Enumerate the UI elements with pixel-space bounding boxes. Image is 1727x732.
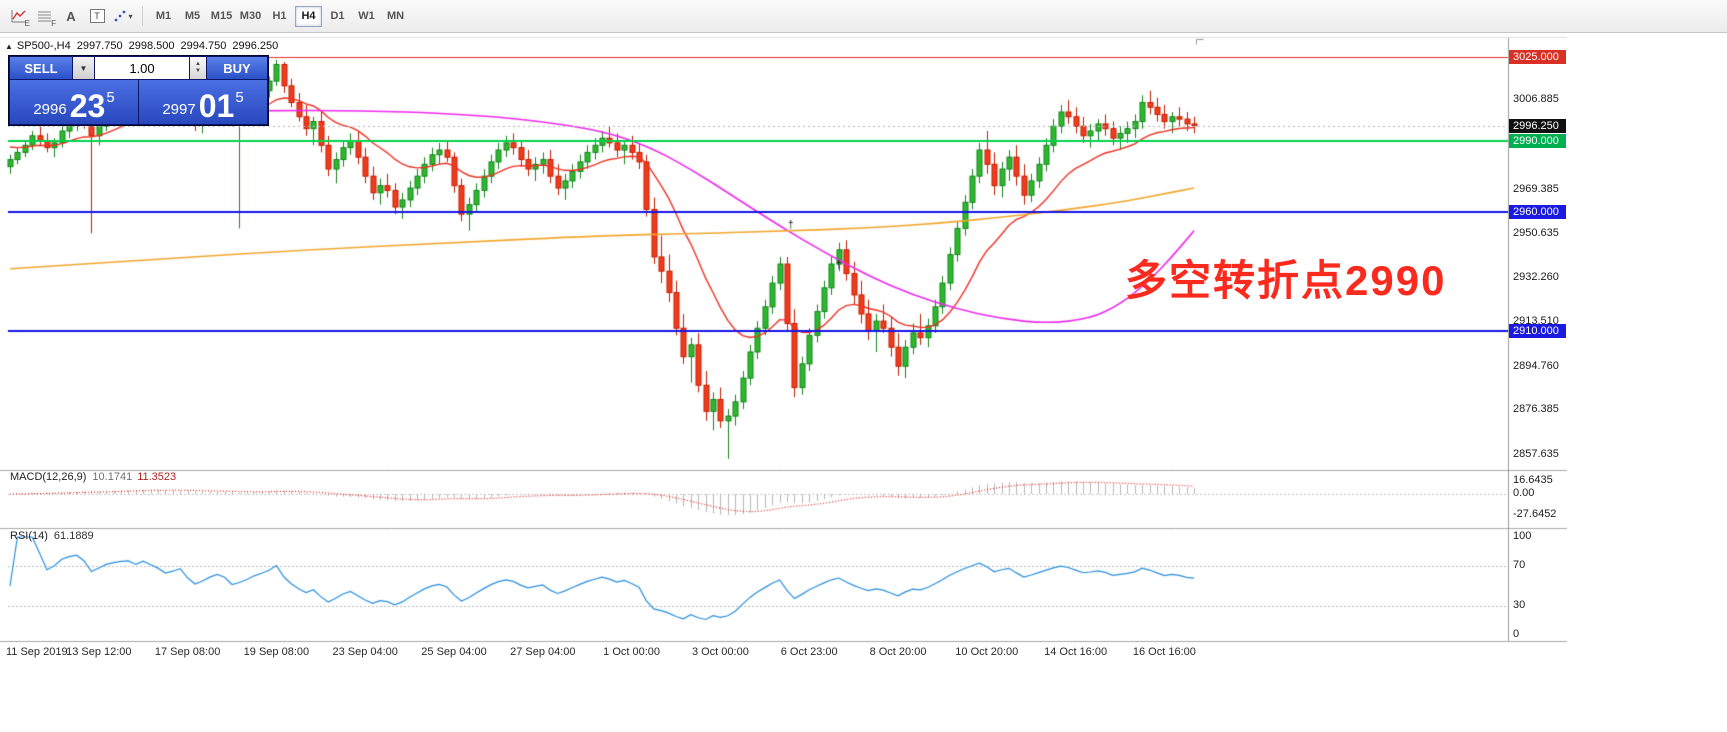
price-scale-label: 2894.760 [1513, 359, 1559, 372]
top-toolbar: E F A T ▾ M1 M5 M15 M30 H1 H4 D1 W1 MN [0, 0, 1727, 33]
ohlc-close: 2996.250 [232, 40, 279, 52]
macd-signal-value: 11.3523 [137, 471, 177, 483]
sell-price-prefix: 2996 [33, 101, 67, 118]
timeframe-mn[interactable]: MN [386, 10, 405, 22]
grid-levels-icon[interactable]: F [33, 4, 57, 28]
volume-step-up-icon[interactable]: ▲ [195, 61, 201, 67]
macd-main-value: 10.1741 [92, 471, 133, 483]
time-axis-label: 25 Sep 04:00 [421, 646, 487, 658]
volume-input[interactable] [95, 57, 189, 79]
indicators-icon-sub: E [24, 19, 30, 28]
price-badge-2996.250: 2996.250 [1509, 118, 1566, 133]
rsi-scale-label: 30 [1513, 598, 1526, 611]
chart-annotation-text[interactable]: 多空转折点2990 [1125, 257, 1447, 304]
one-click-top-row: SELL ▼ ▲ ▼ BUY [9, 56, 268, 79]
buy-price-prefix: 2997 [162, 101, 196, 118]
label-tool-glyph: T [89, 9, 105, 23]
rsi-scale-label: 0 [1513, 628, 1520, 640]
time-axis-label: 13 Sep 12:00 [66, 646, 132, 658]
timeframe-m30[interactable]: M30 [239, 10, 262, 22]
sell-price-point: 5 [106, 89, 115, 106]
ohlc-open: 2997.750 [76, 40, 123, 52]
macd-scale-label: 16.6435 [1513, 474, 1553, 487]
symbol-name: SP500-,H4 [16, 40, 71, 52]
time-axis-label: 11 Sep 2019 [6, 646, 68, 658]
macd-name: MACD(12,26,9) [10, 471, 87, 483]
price-scale-label: 2969.385 [1513, 182, 1559, 195]
sell-button[interactable]: SELL [10, 57, 72, 79]
toolbar-separator [142, 6, 143, 26]
price-badge-2990.000: 2990.000 [1509, 133, 1566, 148]
timeframe-m15[interactable]: M15 [210, 10, 233, 22]
one-click-price-row: 2996 23 5 2997 01 5 [9, 79, 268, 125]
timeframe-m5[interactable]: M5 [184, 10, 201, 22]
grid-icon-sub: F [51, 19, 56, 28]
volume-dropdown-button[interactable]: ▼ [73, 57, 94, 79]
rsi-label: RSI(14) 61.1889 [10, 530, 94, 542]
buy-price-point: 5 [235, 89, 244, 106]
timeframe-h4[interactable]: H4 [295, 5, 322, 27]
timeframe-d1[interactable]: D1 [330, 10, 345, 22]
price-scale-label: 3006.885 [1513, 93, 1559, 106]
sell-price-display[interactable]: 2996 23 5 [10, 80, 138, 124]
time-axis-label: 3 Oct 00:00 [691, 646, 749, 658]
sell-price-pips: 23 [69, 88, 106, 124]
time-axis-label: 17 Sep 08:00 [154, 646, 221, 658]
cycle-lines-icon[interactable]: ▾ [111, 4, 135, 28]
timeframe-toolbar: M1 M5 M15 M30 H1 H4 D1 W1 MN [149, 5, 410, 27]
buy-price-pips: 01 [198, 88, 235, 124]
time-axis-label: 16 Oct 16:00 [1132, 646, 1196, 658]
price-scale-label: 2950.635 [1513, 227, 1559, 240]
price-scale-label: 2857.635 [1513, 447, 1559, 460]
text-tool-icon[interactable]: A [66, 8, 76, 24]
cycle-lines-caret: ▾ [128, 11, 133, 21]
rsi-name: RSI(14) [10, 530, 48, 542]
timeframe-w1[interactable]: W1 [358, 10, 375, 22]
timeframe-h1[interactable]: H1 [272, 10, 287, 22]
volume-step-down-icon[interactable]: ▼ [195, 68, 201, 74]
macd-scale-label: 0.00 [1513, 487, 1535, 499]
ohlc-low: 2994.750 [180, 40, 227, 52]
time-axis-label: 1 Oct 00:00 [603, 646, 661, 658]
volume-stepper[interactable]: ▲ ▼ [190, 57, 206, 79]
price-badge-3025.000: 3025.000 [1509, 50, 1566, 65]
oneclick-collapse-arrow[interactable]: ▲ [5, 42, 13, 51]
price-badge-2960.000: 2960.000 [1509, 204, 1566, 219]
buy-price-display[interactable]: 2997 01 5 [139, 80, 267, 124]
time-axis-label: 6 Oct 23:00 [780, 646, 838, 658]
time-axis-label: 23 Sep 04:00 [332, 646, 398, 658]
time-axis-label: 27 Sep 04:00 [510, 646, 576, 658]
rsi-scale-label: 70 [1513, 559, 1526, 572]
timeframe-m1[interactable]: M1 [155, 10, 172, 22]
ohlc-high: 2998.500 [128, 40, 175, 52]
rsi-value: 61.1889 [53, 530, 94, 542]
price-badge-2910.000: 2910.000 [1509, 323, 1566, 338]
time-axis-label: 8 Oct 20:00 [869, 646, 927, 658]
time-axis-label: 10 Oct 20:00 [955, 646, 1019, 658]
symbol-ohlc-line: ▲ SP500-,H4 2997.750 2998.500 2994.750 2996.2… [5, 40, 278, 52]
rsi-scale-label: 100 [1513, 530, 1532, 542]
indicators-icon[interactable]: E [7, 4, 31, 28]
macd-scale-label: -27.6452 [1513, 508, 1557, 521]
label-tool-icon[interactable]: T [85, 4, 109, 28]
price-scale-label: 2932.260 [1513, 270, 1559, 283]
buy-button[interactable]: BUY [207, 57, 267, 79]
macd-label: MACD(12,26,9) 10.1741 11.3523 [10, 471, 176, 483]
price-scale-label: 2876.385 [1513, 403, 1559, 416]
time-axis-label: 14 Oct 16:00 [1044, 646, 1108, 658]
time-axis-label: 19 Sep 08:00 [243, 646, 310, 658]
